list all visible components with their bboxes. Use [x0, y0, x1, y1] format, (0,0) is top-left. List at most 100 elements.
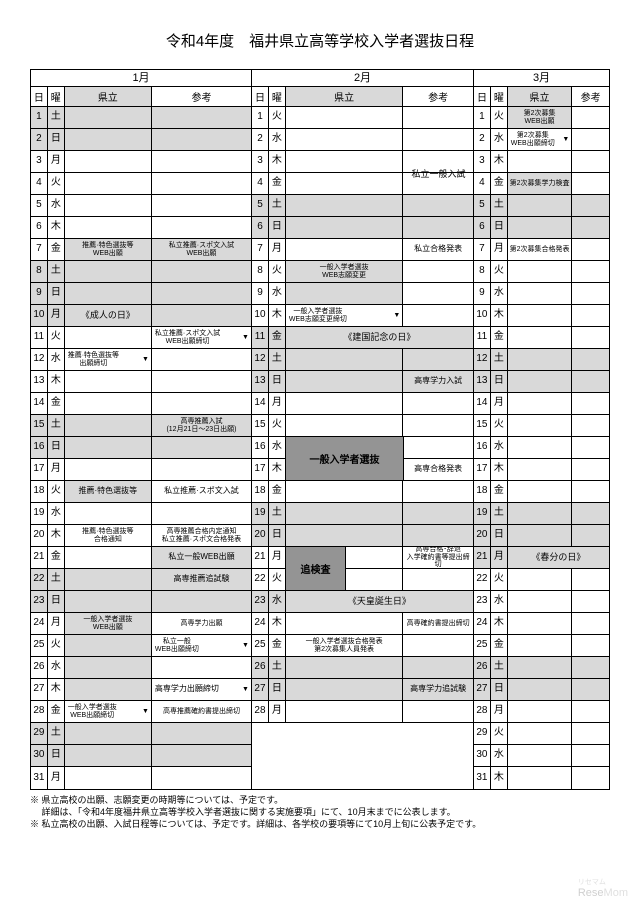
ken-cell — [508, 437, 573, 458]
column-headers: 日 曜 県立 参考 — [31, 87, 251, 107]
dow-cell: 日 — [48, 129, 65, 150]
column-headers: 日 曜 県立 参考 — [252, 87, 473, 107]
ken-cell — [508, 745, 573, 766]
ken-cell — [65, 635, 152, 656]
ken-cell — [508, 613, 573, 634]
holiday-cell: 《天皇誕生日》 — [286, 591, 473, 612]
ref-cell: 高専学力出願 — [152, 613, 251, 634]
dow-cell: 火 — [491, 569, 508, 590]
ref-cell — [152, 349, 251, 370]
day-cell: 3 — [252, 151, 269, 172]
dow-cell: 水 — [491, 283, 508, 304]
day-cell: 13 — [252, 371, 269, 392]
dow-cell: 水 — [491, 745, 508, 766]
dow-cell: 木 — [269, 613, 286, 634]
ken-cell — [508, 569, 573, 590]
ref-cell — [572, 613, 609, 634]
table-row: 17木 — [474, 459, 609, 481]
dow-cell: 日 — [48, 437, 65, 458]
ken-cell — [286, 525, 403, 546]
column-headers: 日 曜 県立 参考 — [474, 87, 609, 107]
dow-cell: 日 — [269, 217, 286, 238]
table-row: 24木高専確約書提出締切 — [252, 613, 473, 635]
ref-cell — [572, 591, 609, 612]
day-cell: 14 — [31, 393, 48, 414]
ken-cell: 第2次募集学力検査 — [508, 173, 573, 194]
dow-cell: 火 — [491, 415, 508, 436]
hdr-dow: 曜 — [491, 87, 508, 106]
day-cell: 6 — [474, 217, 491, 238]
ref-cell — [572, 701, 609, 722]
dow-cell: 木 — [491, 459, 508, 480]
day-cell: 10 — [474, 305, 491, 326]
table-row: 10木 — [474, 305, 609, 327]
dow-cell: 日 — [491, 525, 508, 546]
ref-cell: 私立一般WEB出願 — [152, 547, 251, 568]
day-cell: 9 — [31, 283, 48, 304]
table-row: 27日高専学力追試験 — [252, 679, 473, 701]
table-row: 19土 — [252, 503, 473, 525]
table-row: 18火推薦·特色選抜等私立推薦·スポ文入試 — [31, 481, 251, 503]
day-cell: 25 — [252, 635, 269, 656]
day-cell: 2 — [252, 129, 269, 150]
day-cell: 10 — [252, 305, 269, 326]
day-cell: 21 — [474, 547, 491, 568]
table-row: 9水 — [252, 283, 473, 305]
ref-cell: 高専合格･辞退 入学確約書等提出締切 — [403, 547, 473, 568]
ref-cell: 高専推薦入試 (12月21日～23日出願) — [152, 415, 251, 436]
day-cell: 26 — [252, 657, 269, 678]
ref-cell — [152, 591, 251, 612]
table-row: 29土 — [31, 723, 251, 745]
dow-cell: 金 — [269, 635, 286, 656]
dow-cell: 土 — [269, 503, 286, 524]
ref-cell — [403, 437, 473, 458]
day-cell: 9 — [252, 283, 269, 304]
table-row: 21金私立一般WEB出願 — [31, 547, 251, 569]
dow-cell: 土 — [491, 503, 508, 524]
dow-cell: 日 — [48, 283, 65, 304]
ref-cell — [572, 393, 609, 414]
ken-cell — [286, 151, 403, 172]
month-march: 3月 日 曜 県立 参考 1火第2次募集 WEB出願2水第2次募集 WEB出願締… — [474, 69, 610, 790]
table-row: 19水 — [31, 503, 251, 525]
ref-cell — [572, 657, 609, 678]
dow-cell: 日 — [491, 217, 508, 238]
day-cell: 3 — [31, 151, 48, 172]
ken-cell — [65, 107, 152, 128]
ref-cell: 私立合格発表 — [403, 239, 473, 260]
month-label: 1月 — [31, 70, 251, 87]
ken-cell — [286, 393, 403, 414]
month-label: 2月 — [252, 70, 473, 87]
ken-cell: 推薦·特色選抜等 — [65, 481, 152, 502]
table-row: 11金 — [474, 327, 609, 349]
ken-cell — [286, 679, 403, 700]
day-cell: 7 — [252, 239, 269, 260]
ken-cell — [65, 723, 152, 744]
ken-cell — [286, 371, 403, 392]
ken-cell: 第2次募集 WEB出願締切▼ — [508, 129, 573, 150]
dow-cell: 金 — [269, 327, 286, 348]
dow-cell: 土 — [491, 195, 508, 216]
day-cell: 19 — [474, 503, 491, 524]
day-cell: 21 — [252, 547, 269, 568]
ref-cell — [403, 349, 473, 370]
ken-cell: 第2次募集 WEB出願 — [508, 107, 573, 128]
ken-cell — [65, 371, 152, 392]
hdr-dow: 曜 — [48, 87, 65, 106]
table-row: 15火 — [474, 415, 609, 437]
day-cell: 31 — [31, 767, 48, 789]
ken-cell — [65, 415, 152, 436]
dow-cell: 水 — [48, 195, 65, 216]
ref-cell — [403, 701, 473, 722]
day-cell: 1 — [252, 107, 269, 128]
ref-cell — [403, 305, 473, 326]
dow-cell: 日 — [491, 371, 508, 392]
ref-cell — [572, 217, 609, 238]
day-cell: 23 — [474, 591, 491, 612]
day-cell: 3 — [474, 151, 491, 172]
ken-cell — [508, 393, 573, 414]
dow-cell: 月 — [48, 613, 65, 634]
ken-cell — [508, 481, 573, 502]
hdr-day: 日 — [474, 87, 491, 106]
day-cell: 1 — [31, 107, 48, 128]
